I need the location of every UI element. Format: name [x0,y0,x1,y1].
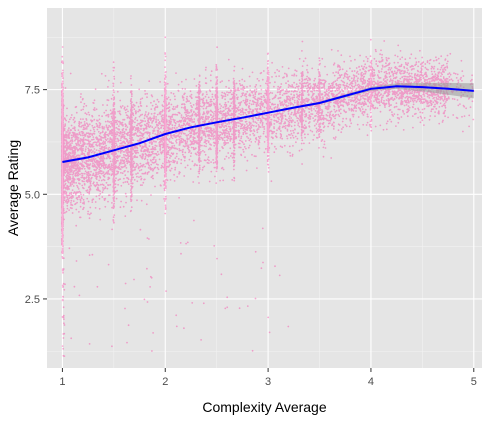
smooth-line [62,85,474,163]
data-points [60,36,475,358]
y-tick-label: 7.5 [25,85,40,97]
confidence-band [62,82,474,164]
x-tick-label: 5 [471,376,477,388]
scatter-points [60,36,475,358]
x-tick-label: 1 [59,376,65,388]
x-axis-title: Complexity Average [202,399,326,415]
y-tick-label: 5.0 [25,189,40,201]
plot-panel [47,8,482,368]
y-axis-title: Average Rating [5,140,21,236]
minor-gridlines [47,8,482,368]
x-tick-label: 3 [265,376,271,388]
y-tick-label: 2.5 [25,294,40,306]
smooth-fit [62,82,474,164]
x-tick-label: 2 [162,376,168,388]
x-tick-label: 4 [368,376,374,388]
tick-labels: 1 2 3 4 5 2.5 5.0 7.5 [25,85,477,388]
axis-ticks [43,89,475,372]
